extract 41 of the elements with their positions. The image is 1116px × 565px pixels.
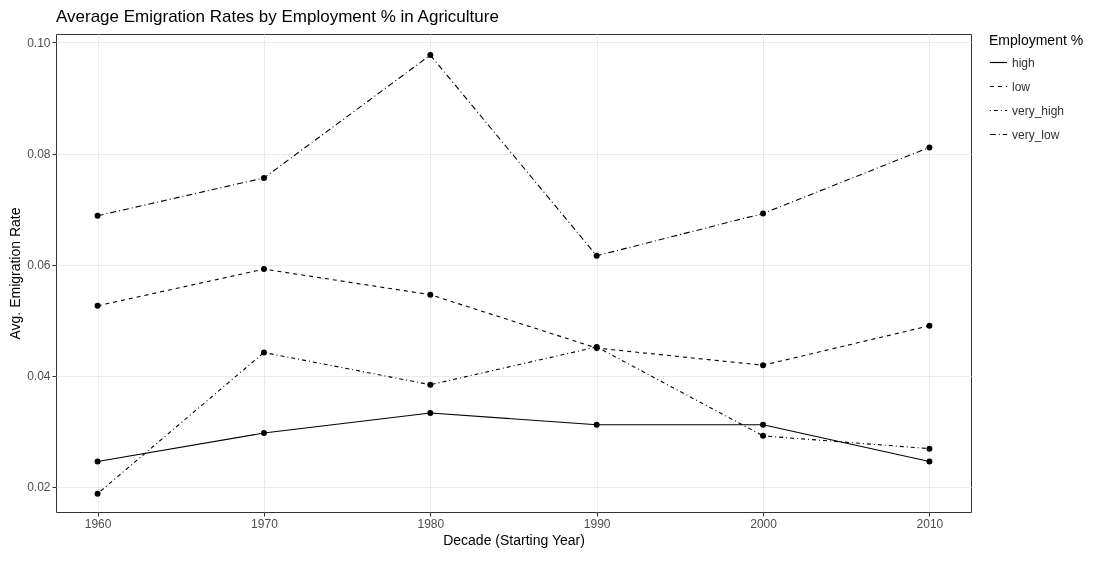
point xyxy=(926,445,933,452)
y-axis-title: Avg. Emigration Rate xyxy=(7,207,24,340)
x-tick-label: 1980 xyxy=(417,516,445,531)
legend-label: very_high xyxy=(1012,103,1065,118)
x-tick-label: 2000 xyxy=(750,516,778,531)
y-tick-label: 0.08 xyxy=(27,147,51,161)
point xyxy=(260,174,267,181)
x-tick-label: 2010 xyxy=(916,516,944,531)
point xyxy=(260,266,267,273)
chart-title: Average Emigration Rates by Employment % in Agriculture xyxy=(56,7,499,26)
x-tick-label: 1990 xyxy=(583,516,611,531)
point xyxy=(593,421,600,428)
point xyxy=(760,362,767,369)
point xyxy=(94,302,101,309)
point xyxy=(760,432,767,439)
point xyxy=(926,144,933,151)
point xyxy=(260,430,267,437)
point xyxy=(427,291,434,298)
point xyxy=(760,421,767,428)
point xyxy=(760,210,767,217)
point xyxy=(94,212,101,219)
point xyxy=(427,52,434,59)
point xyxy=(427,381,434,388)
legend-title: Employment % xyxy=(989,32,1084,48)
point xyxy=(593,252,600,259)
x-tick-label: 1960 xyxy=(84,516,112,531)
point xyxy=(926,458,933,465)
y-tick-label: 0.06 xyxy=(27,258,51,273)
x-tick-label: 1970 xyxy=(251,516,279,531)
point xyxy=(94,490,101,497)
point xyxy=(926,322,933,329)
legend-label: low xyxy=(1012,79,1031,94)
x-axis-title: Decade (Starting Year) xyxy=(443,531,585,548)
legend-label: very_low xyxy=(1012,127,1060,142)
y-tick-label: 0.10 xyxy=(27,35,51,50)
point xyxy=(94,458,101,465)
y-tick-label: 0.02 xyxy=(27,480,51,495)
y-tick-label: 0.04 xyxy=(27,369,51,384)
point xyxy=(427,410,434,417)
point xyxy=(260,349,267,356)
legend-label: high xyxy=(1012,55,1035,70)
